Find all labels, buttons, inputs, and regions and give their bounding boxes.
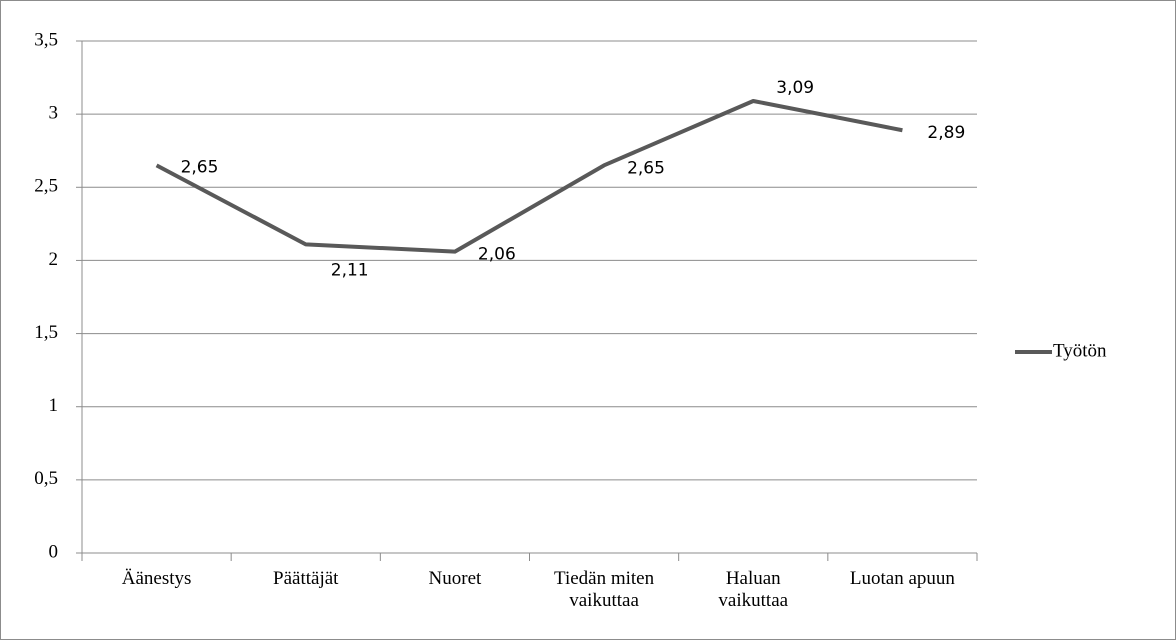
y-tick-label: 0,5: [34, 468, 58, 489]
data-label: 2,89: [927, 123, 965, 143]
data-label: 2,06: [478, 245, 516, 265]
y-tick-label: 1: [49, 395, 59, 416]
legend-label: Työtön: [1053, 340, 1107, 361]
y-tick-label: 2,5: [34, 176, 58, 197]
y-tick-label: 2: [49, 249, 59, 270]
x-tick-label: Päättäjät: [273, 568, 339, 589]
y-tick-label: 0: [49, 541, 59, 562]
x-tick-label: Haluan vaikuttaa: [718, 568, 789, 611]
x-tick-label: Äänestys: [121, 568, 192, 589]
y-tick-label: 3: [49, 103, 59, 124]
y-tick-label: 3,5: [34, 29, 58, 50]
data-label: 2,65: [181, 157, 219, 177]
x-tick-label: Tiedän miten vaikuttaa: [554, 568, 655, 611]
x-tick-label: Luotan apuun: [849, 568, 955, 589]
data-label: 2,11: [331, 260, 369, 280]
data-label: 3,09: [776, 78, 814, 98]
data-label: 2,65: [627, 158, 665, 178]
y-tick-label: 1,5: [34, 322, 58, 343]
series-line: [155, 98, 903, 254]
x-tick-label: Nuoret: [428, 568, 482, 589]
